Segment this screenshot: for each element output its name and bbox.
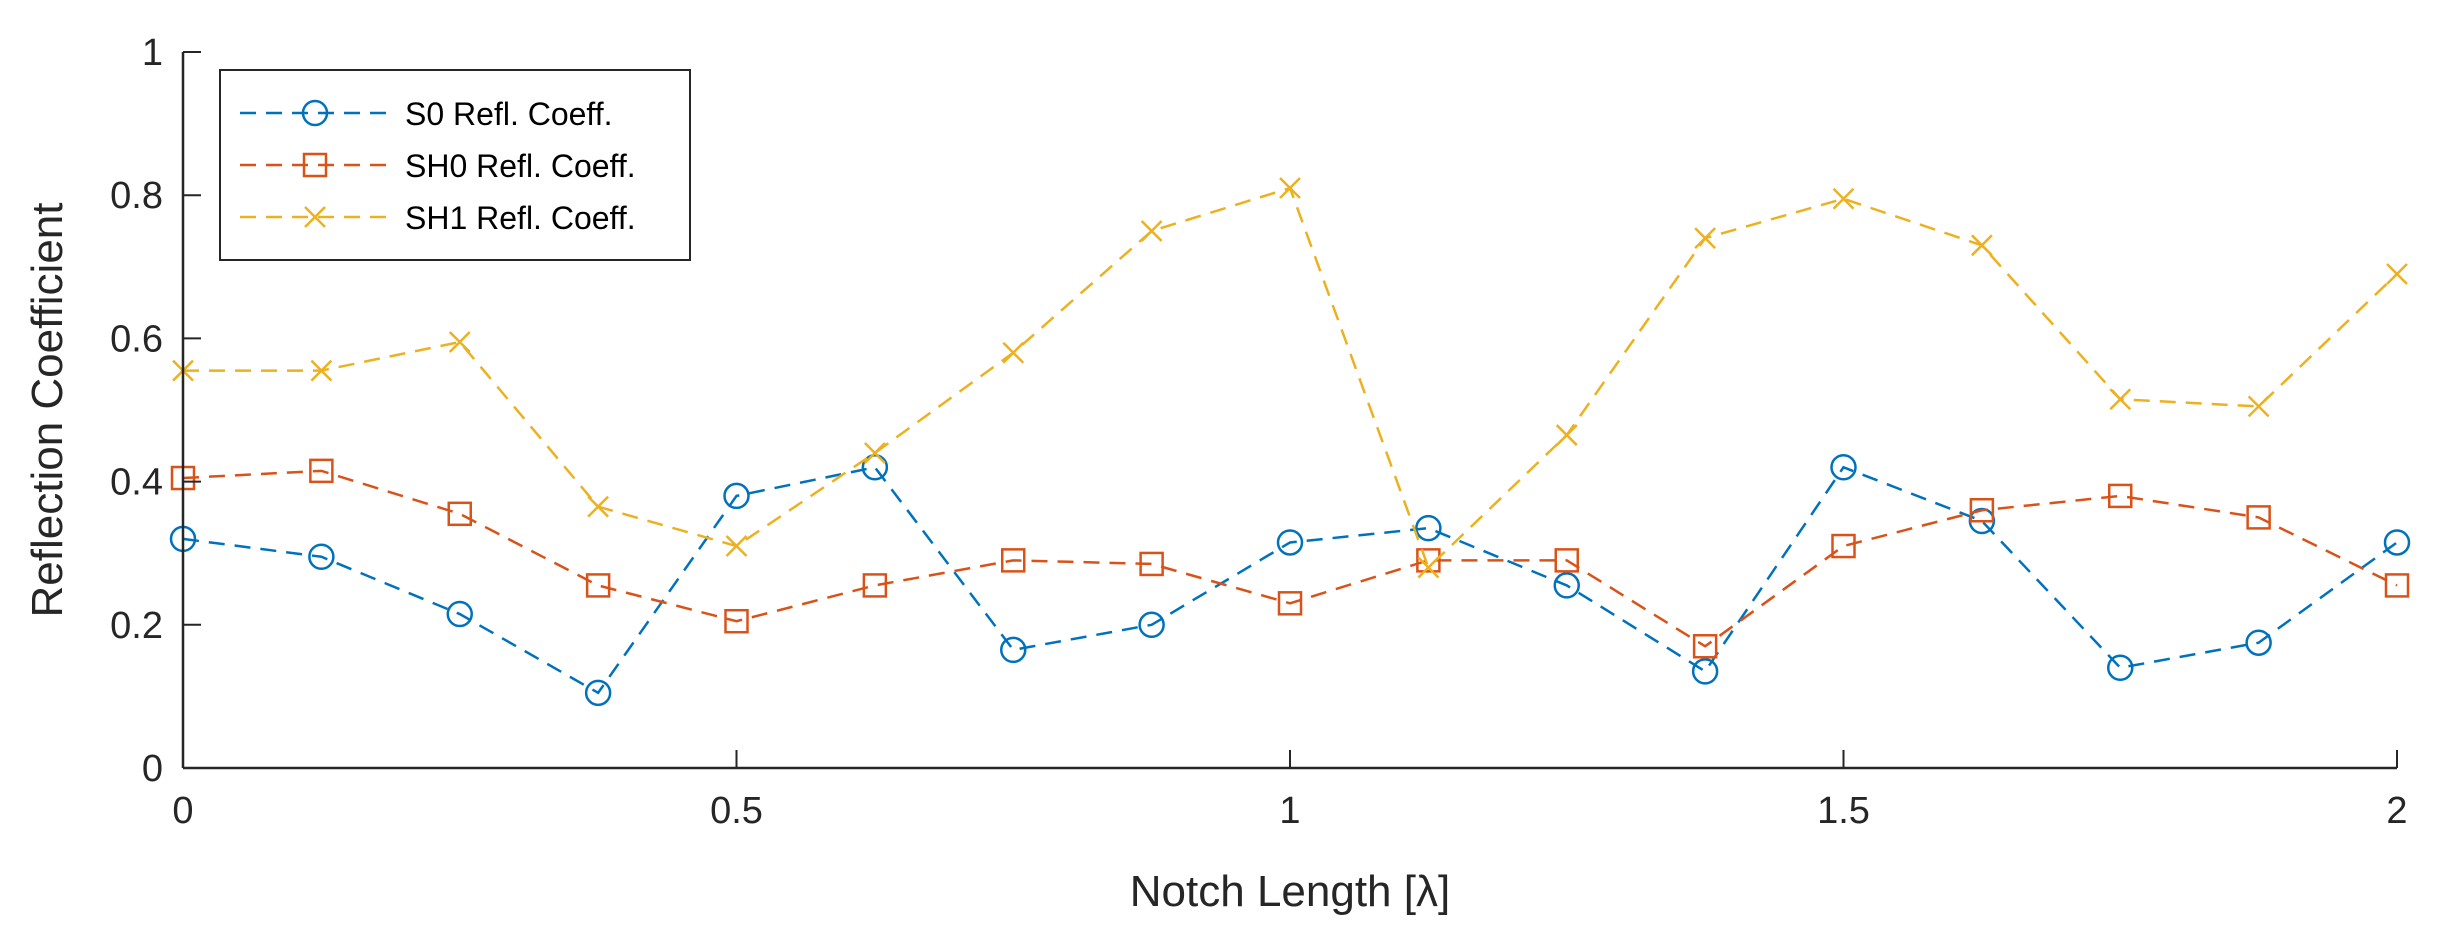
series-0-point-4 bbox=[723, 482, 750, 510]
legend-marker-0 bbox=[301, 99, 329, 127]
series-0-point-9 bbox=[1415, 514, 1442, 542]
series-0-point-14 bbox=[2107, 654, 2134, 682]
series-2-point-15 bbox=[2247, 395, 2270, 418]
series-1-point-2 bbox=[447, 501, 472, 527]
y-tick-label: 0.6 bbox=[110, 318, 163, 360]
series-1-point-13 bbox=[1969, 497, 1995, 523]
series-1 bbox=[170, 458, 2410, 659]
series-0-point-6 bbox=[1000, 636, 1027, 664]
legend-marker-1 bbox=[302, 152, 328, 178]
x-tick-label: 2 bbox=[2386, 790, 2407, 832]
series-1-point-15 bbox=[2246, 505, 2271, 530]
series-2-point-16 bbox=[2386, 263, 2408, 285]
series-1-point-4 bbox=[724, 608, 749, 634]
series-0-point-12 bbox=[1830, 454, 1857, 481]
series-2-point-5 bbox=[863, 442, 886, 464]
x-tick-label: 1.5 bbox=[1817, 790, 1870, 832]
legend-entry-sh1: SH1 Refl. Coeff. bbox=[240, 200, 636, 236]
x-axis-label: Notch Length [λ] bbox=[1130, 867, 1450, 916]
series-1-point-11 bbox=[1692, 634, 1718, 659]
series-1-point-7 bbox=[1139, 551, 1164, 577]
y-tick-label: 0 bbox=[142, 748, 163, 790]
tick-labels: 0 0.5 1 1.5 2 0 0.2 0.4 0.6 0.8 1 bbox=[110, 32, 2407, 832]
series-0-point-2 bbox=[446, 600, 473, 628]
axes-layer bbox=[181, 51, 2398, 770]
series-1-line bbox=[182, 469, 2398, 648]
series-2-point-9 bbox=[1417, 556, 1440, 579]
series-2-point-6 bbox=[1002, 341, 1025, 364]
series-2-point-3 bbox=[587, 495, 610, 518]
legend-marker-2 bbox=[304, 206, 326, 228]
legend-entry-s0: S0 Refl. Coeff. bbox=[240, 96, 613, 132]
x-tick-label: 1 bbox=[1279, 790, 1300, 832]
series-1-point-5 bbox=[862, 573, 888, 598]
y-tick-label: 0.4 bbox=[110, 462, 163, 504]
series-0-point-16 bbox=[2383, 529, 2411, 556]
x-tick-label: 0 bbox=[172, 790, 193, 832]
series-1-point-16 bbox=[2384, 573, 2410, 598]
series-2 bbox=[172, 177, 2408, 579]
series-2-point-7 bbox=[1140, 220, 1163, 242]
series-0-line bbox=[182, 465, 2398, 695]
series-0-point-15 bbox=[2245, 629, 2272, 656]
series-0-point-7 bbox=[1138, 611, 1165, 639]
legend-entry-sh0: SH0 Refl. Coeff. bbox=[240, 148, 636, 184]
series-0-point-10 bbox=[1553, 572, 1580, 599]
series-0-point-5 bbox=[861, 454, 889, 481]
series-1-point-10 bbox=[1554, 548, 1579, 573]
series-1-point-1 bbox=[309, 458, 334, 484]
series-2-point-12 bbox=[1832, 187, 1855, 210]
series-2-point-11 bbox=[1694, 227, 1717, 250]
series-0-point-11 bbox=[1691, 658, 1719, 685]
series-1-point-3 bbox=[585, 573, 611, 598]
series-2-point-1 bbox=[310, 359, 333, 382]
x-tick-label: 0.5 bbox=[710, 790, 763, 832]
series-1-point-8 bbox=[1277, 591, 1303, 616]
series-2-point-13 bbox=[1970, 234, 1993, 257]
series-0-point-1 bbox=[308, 543, 335, 571]
series-1-point-6 bbox=[1001, 548, 1026, 573]
legend-label-sh0: SH0 Refl. Coeff. bbox=[405, 148, 636, 184]
series-2-point-2 bbox=[448, 331, 471, 353]
series-1-point-14 bbox=[2108, 483, 2133, 509]
series-2-point-10 bbox=[1555, 424, 1578, 446]
series-1-point-9 bbox=[1416, 548, 1441, 573]
legend-label-sh1: SH1 Refl. Coeff. bbox=[405, 200, 636, 236]
y-tick-label: 0.2 bbox=[110, 605, 163, 647]
series-2-point-8 bbox=[1279, 177, 1301, 199]
series-2-point-4 bbox=[725, 535, 748, 557]
y-axis-label: Reflection Coefficient bbox=[23, 203, 72, 618]
legend-label-s0: S0 Refl. Coeff. bbox=[405, 96, 613, 132]
legend: S0 Refl. Coeff. SH0 Refl. Coeff. SH1 Ref… bbox=[219, 69, 691, 261]
series-2-point-14 bbox=[2109, 388, 2132, 411]
y-tick-label: 0.8 bbox=[110, 175, 163, 217]
series-1-point-12 bbox=[1831, 533, 1856, 559]
y-tick-label: 1 bbox=[142, 32, 163, 74]
series-0-point-3 bbox=[584, 679, 612, 707]
series-layer bbox=[169, 177, 2411, 707]
series-0-point-8 bbox=[1276, 529, 1304, 556]
